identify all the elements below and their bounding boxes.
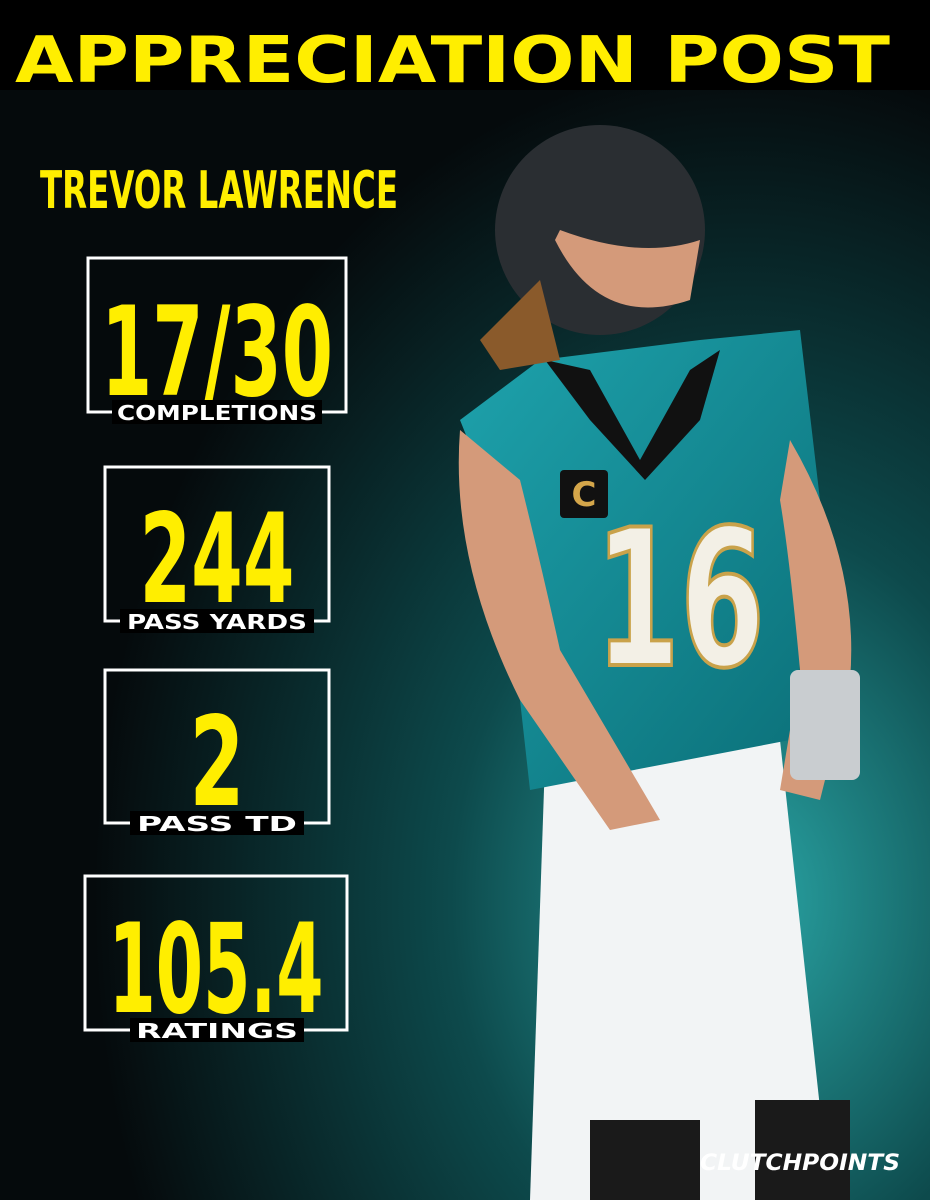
stat-label: COMPLETIONS (117, 401, 317, 425)
title-band (0, 0, 930, 90)
stat-value: 244 (140, 488, 295, 632)
stat-label: PASS YARDS (127, 610, 307, 634)
stat-box: 105.4 RATINGS (83, 874, 349, 1043)
label-gap (112, 400, 322, 424)
title: APPRECIATION POST (15, 24, 890, 98)
label-gap (120, 609, 314, 633)
player-figure: C 16 (458, 125, 860, 1200)
label-gap (130, 811, 304, 835)
captain-patch: C (572, 475, 597, 515)
brand-logo: CLUTCHPOINTS (700, 1151, 900, 1176)
stat-label: PASS TD (137, 812, 297, 836)
stat-box: 2 PASS TD (103, 668, 331, 836)
label-gap (130, 1018, 304, 1042)
player-name: TREVOR LAWRENCE (40, 161, 398, 221)
stat-box: 244 PASS YARDS (103, 465, 331, 634)
jersey-number: 16 (595, 489, 765, 710)
stat-label: RATINGS (136, 1019, 298, 1043)
stat-box: 17/30 COMPLETIONS (86, 256, 348, 425)
